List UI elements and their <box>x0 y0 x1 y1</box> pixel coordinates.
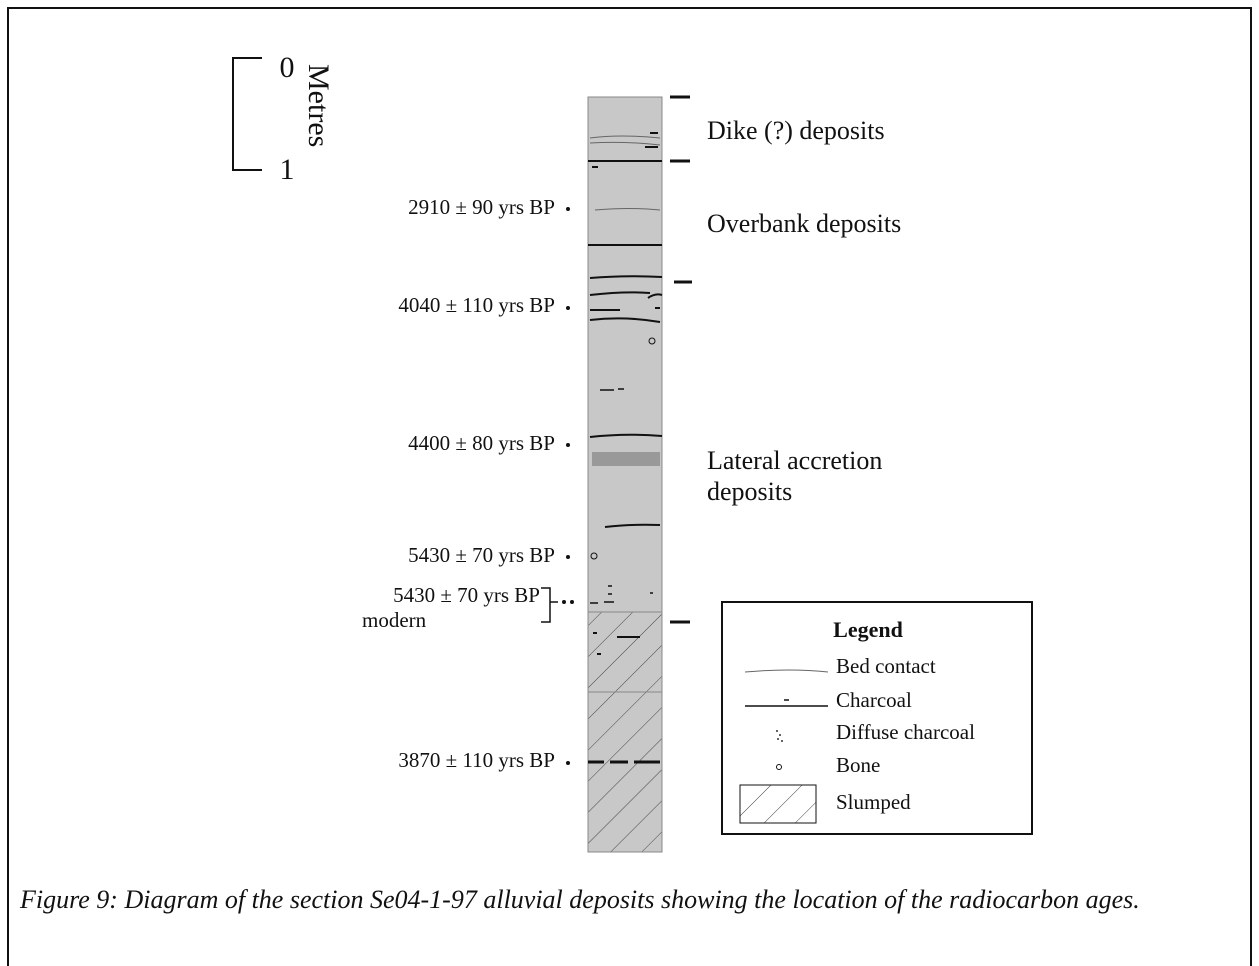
legend-title: Legend <box>833 617 903 642</box>
legend-item: Bone <box>836 753 880 777</box>
age-label: 3870 ± 110 yrs BP <box>398 748 555 772</box>
unit-label: Overbank deposits <box>707 209 901 238</box>
legend-item: Charcoal <box>836 688 912 712</box>
age-label: modern <box>362 608 427 632</box>
unit-label: Dike (?) deposits <box>707 116 885 145</box>
legend-item: Slumped <box>836 790 911 814</box>
unit-label: Lateral accretion <box>707 446 882 475</box>
caption: Figure 9: Diagram of the section Se04-1-… <box>20 885 1140 914</box>
age-label: 5430 ± 70 yrs BP <box>408 543 555 567</box>
legend: Legend Bed contact Charcoal Diffuse char… <box>721 601 1033 835</box>
age-label: 4040 ± 110 yrs BP <box>398 293 555 317</box>
unit-ticks <box>670 95 692 624</box>
age-label: 2910 ± 90 yrs BP <box>408 195 555 219</box>
frame <box>7 7 1252 966</box>
scale-top: 0 <box>280 51 295 84</box>
age-label: 5430 ± 70 yrs BP <box>393 583 540 607</box>
column <box>587 96 663 853</box>
age-label: 4400 ± 80 yrs BP <box>408 431 555 455</box>
unit-label: deposits <box>707 477 792 506</box>
legend-item: Bed contact <box>836 654 936 678</box>
age-bracket <box>541 587 558 623</box>
age-dots <box>562 207 574 765</box>
scale-bottom: 1 <box>280 153 295 186</box>
scale-bracket <box>232 57 262 171</box>
legend-item: Diffuse charcoal <box>836 720 975 744</box>
scale-unit: Metres <box>302 64 335 147</box>
